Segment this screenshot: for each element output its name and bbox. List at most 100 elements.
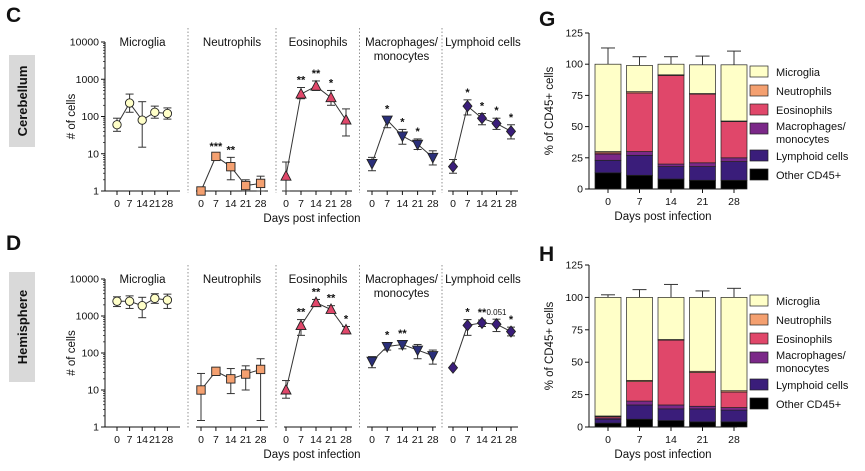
group-title: Macrophages/ (365, 37, 439, 49)
bar-segment (720, 409, 748, 423)
x-tick-label: 21 (240, 434, 252, 446)
data-point-triangle (411, 345, 424, 357)
significance-label: ** (312, 68, 321, 80)
legend-swatch (749, 149, 769, 162)
x-axis-title: Days post infection (263, 213, 360, 225)
y-tick-label: 1000 (76, 74, 100, 86)
legend-label: Microglia (776, 296, 821, 308)
legend-swatch (749, 351, 769, 364)
y-tick-label: 10000 (70, 274, 99, 286)
y-axis-title: # of cells (66, 94, 78, 140)
bar-segment (626, 151, 653, 156)
y-tick-label: 100 (565, 59, 583, 71)
y-tick-label: 50 (571, 357, 583, 369)
x-tick-label: 7 (384, 198, 390, 210)
data-point-triangle (366, 158, 378, 170)
x-tick-label: 21 (325, 434, 337, 446)
panel-letter-d: D (6, 232, 21, 255)
bar-segment (657, 404, 685, 410)
bar-segment (689, 421, 716, 428)
legend-label: Neutrophils (776, 86, 832, 98)
bar-segment (594, 172, 622, 190)
x-tick-label: 28 (162, 434, 174, 446)
x-tick-label: 28 (340, 434, 352, 446)
bar-segment (720, 161, 748, 181)
x-tick-label: 0 (283, 434, 289, 446)
data-point-square (211, 151, 221, 162)
side-label-text: Cerebellum (15, 66, 30, 137)
data-point-circle (162, 108, 173, 119)
bar-segment (626, 404, 653, 420)
bar-segment (720, 157, 748, 162)
bar-segment (689, 162, 716, 167)
x-tick-label: 0 (605, 434, 611, 446)
significance-label: * (494, 105, 499, 117)
bar-segment (689, 64, 716, 94)
data-point-triangle (411, 139, 424, 151)
x-tick-label: 21 (491, 198, 503, 210)
x-tick-label: 7 (637, 196, 643, 208)
x-tick-label: 0 (283, 198, 289, 210)
legend-swatch (749, 84, 769, 97)
x-tick-label: 14 (225, 198, 237, 210)
significance-label: ** (312, 286, 321, 298)
significance-label: ** (398, 328, 407, 340)
data-point-diamond (447, 160, 459, 173)
data-point-circle (162, 295, 173, 305)
legend-label: Macrophages/ (776, 121, 847, 133)
legend-label: Neutrophils (776, 315, 832, 327)
data-point-diamond (462, 319, 473, 332)
data-point-triangle (280, 169, 292, 181)
legend-label: monocytes (776, 134, 830, 146)
x-tick-label: 14 (136, 434, 148, 446)
bar-segment (626, 154, 653, 176)
y-tick-label: 125 (565, 28, 583, 40)
x-tick-label: 7 (298, 434, 304, 446)
x-tick-label: 28 (162, 198, 174, 210)
significance-label: * (385, 104, 390, 116)
bar-segment (626, 65, 653, 93)
data-point-circle (137, 115, 147, 125)
x-tick-label: 21 (412, 198, 424, 210)
x-tick-label: 21 (149, 198, 161, 210)
side-label-text: Hemisphere (15, 290, 30, 364)
legend-swatch (749, 122, 769, 135)
data-point-square (226, 374, 236, 384)
x-tick-label: 7 (298, 198, 304, 210)
group-title: monocytes (374, 51, 430, 63)
data-point-triangle (396, 340, 409, 351)
y-tick-label: 100 (81, 111, 99, 123)
significance-label: *** (209, 141, 223, 153)
bar-segment (689, 93, 716, 164)
legend-swatch (749, 313, 769, 326)
bar-segment (594, 159, 622, 174)
data-point-circle (124, 98, 135, 108)
data-point-circle (112, 120, 122, 130)
bar-segment (626, 418, 653, 428)
data-point-diamond (491, 117, 502, 130)
y-tick-label: 1 (93, 186, 99, 198)
bar-segment (657, 408, 685, 421)
significance-label: * (509, 314, 514, 326)
data-point-circle (124, 296, 135, 306)
bar-segment (689, 408, 716, 423)
significance-label: * (415, 126, 420, 138)
data-point-square (255, 364, 266, 375)
bar-segment (720, 64, 748, 122)
significance-label: ** (478, 307, 487, 319)
y-tick-label: 0 (577, 184, 583, 196)
bar-segment (720, 179, 748, 190)
bar-segment (720, 121, 748, 159)
y-tick-label: 125 (565, 260, 583, 272)
data-point-circle (150, 107, 160, 117)
x-tick-label: 28 (427, 434, 439, 446)
x-tick-label: 14 (310, 198, 322, 210)
x-tick-label: 0 (198, 198, 204, 210)
legend-label: Eosinophils (776, 105, 833, 117)
legend-label: Eosinophils (776, 334, 833, 346)
bar-segment (594, 153, 622, 161)
significance-label: ** (227, 144, 236, 156)
series-line (285, 301, 347, 391)
y-axis-title: % of CD45+ cells (544, 301, 556, 390)
data-point-triangle (325, 303, 337, 314)
